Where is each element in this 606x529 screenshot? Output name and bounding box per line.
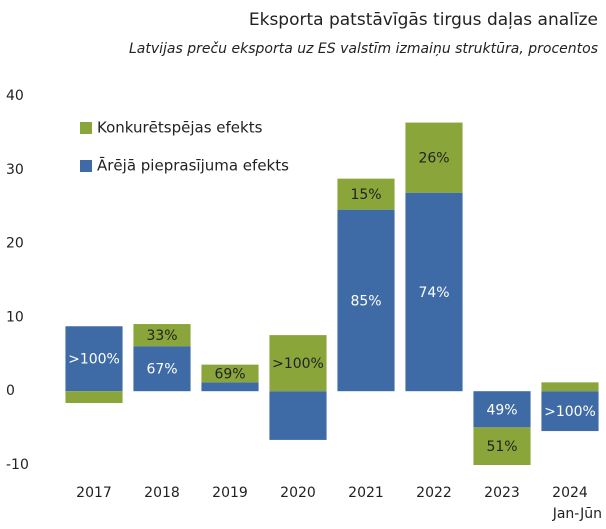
x-tick-label: 2024	[552, 485, 588, 501]
data-label: >100%	[68, 352, 120, 368]
data-label: 69%	[214, 366, 245, 382]
bar-segment	[405, 122, 463, 193]
x-tick-label: 2020	[280, 485, 316, 501]
x-tick-label: 2017	[76, 485, 112, 501]
data-label: >100%	[544, 404, 596, 420]
chart-title: Eksporta patstāvīgās tirgus daļas analīz…	[249, 10, 598, 30]
y-tick-label: 40	[6, 88, 24, 104]
bar-segment	[65, 326, 123, 392]
bar-segment	[269, 391, 327, 440]
bar-segment	[405, 192, 463, 392]
bar-segment	[133, 324, 191, 347]
x-tick-sublabel: Jan-Jūn	[552, 506, 602, 522]
legend-swatch	[80, 122, 92, 134]
bar-segment	[269, 335, 327, 392]
x-tick-label: 2018	[144, 485, 180, 501]
bar-segment	[541, 391, 599, 432]
data-label: 51%	[486, 439, 517, 455]
data-label: >100%	[272, 356, 324, 372]
legend-swatch	[80, 160, 92, 172]
y-tick-label: 10	[6, 309, 24, 325]
chart-subtitle: Latvijas preču eksporta uz ES valstīm iz…	[129, 41, 598, 57]
legend-label: Konkurētspējas efekts	[97, 119, 263, 137]
legend-label: Ārējā pieprasījuma efekts	[97, 157, 289, 175]
data-label: 15%	[350, 187, 381, 203]
bar-segment	[473, 427, 531, 465]
bar-segment	[337, 178, 395, 210]
data-label: 85%	[350, 293, 381, 309]
bar-segment	[201, 382, 259, 392]
y-tick-label: 20	[6, 236, 24, 252]
bar-segment	[473, 391, 531, 428]
bar-segment	[201, 364, 259, 383]
x-tick-label: 2019	[212, 485, 248, 501]
bar-segment	[65, 391, 123, 404]
data-label: 26%	[418, 151, 449, 167]
bar-segment	[337, 209, 395, 392]
data-label: 74%	[418, 285, 449, 301]
data-label: 49%	[486, 402, 517, 418]
y-tick-label: 30	[6, 162, 24, 178]
data-label: 67%	[146, 362, 177, 378]
y-tick-label: 0	[6, 383, 15, 399]
x-tick-label: 2021	[348, 485, 384, 501]
y-tick-label: -10	[6, 457, 29, 473]
bar-segment	[133, 346, 191, 392]
bar-segment	[541, 382, 599, 392]
data-label: 33%	[146, 328, 177, 344]
x-tick-label: 2022	[416, 485, 452, 501]
x-tick-label: 2023	[484, 485, 520, 501]
